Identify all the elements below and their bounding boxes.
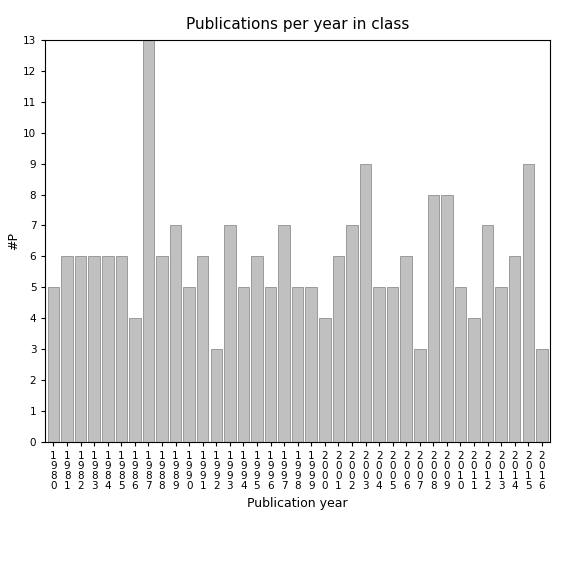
Bar	[224, 226, 236, 442]
Bar	[523, 163, 534, 442]
Bar	[441, 194, 452, 442]
Bar	[170, 226, 181, 442]
Bar	[536, 349, 548, 442]
Bar	[496, 287, 507, 442]
Bar	[61, 256, 73, 442]
Bar	[265, 287, 276, 442]
Bar	[183, 287, 195, 442]
Bar	[278, 226, 290, 442]
Bar	[197, 256, 209, 442]
Bar	[400, 256, 412, 442]
Bar	[428, 194, 439, 442]
Bar	[238, 287, 249, 442]
Bar	[251, 256, 263, 442]
Bar	[48, 287, 60, 442]
Bar	[116, 256, 127, 442]
Bar	[414, 349, 425, 442]
Bar	[359, 163, 371, 442]
X-axis label: Publication year: Publication year	[247, 497, 348, 510]
Bar	[373, 287, 385, 442]
Y-axis label: #P: #P	[7, 232, 20, 250]
Bar	[143, 40, 154, 442]
Bar	[210, 349, 222, 442]
Bar	[387, 287, 399, 442]
Bar	[102, 256, 113, 442]
Bar	[455, 287, 466, 442]
Bar	[333, 256, 344, 442]
Bar	[509, 256, 521, 442]
Bar	[482, 226, 493, 442]
Bar	[306, 287, 317, 442]
Bar	[88, 256, 100, 442]
Bar	[75, 256, 86, 442]
Bar	[129, 319, 141, 442]
Bar	[319, 319, 331, 442]
Bar	[346, 226, 358, 442]
Bar	[468, 319, 480, 442]
Bar	[292, 287, 303, 442]
Bar	[156, 256, 168, 442]
Title: Publications per year in class: Publications per year in class	[186, 16, 409, 32]
